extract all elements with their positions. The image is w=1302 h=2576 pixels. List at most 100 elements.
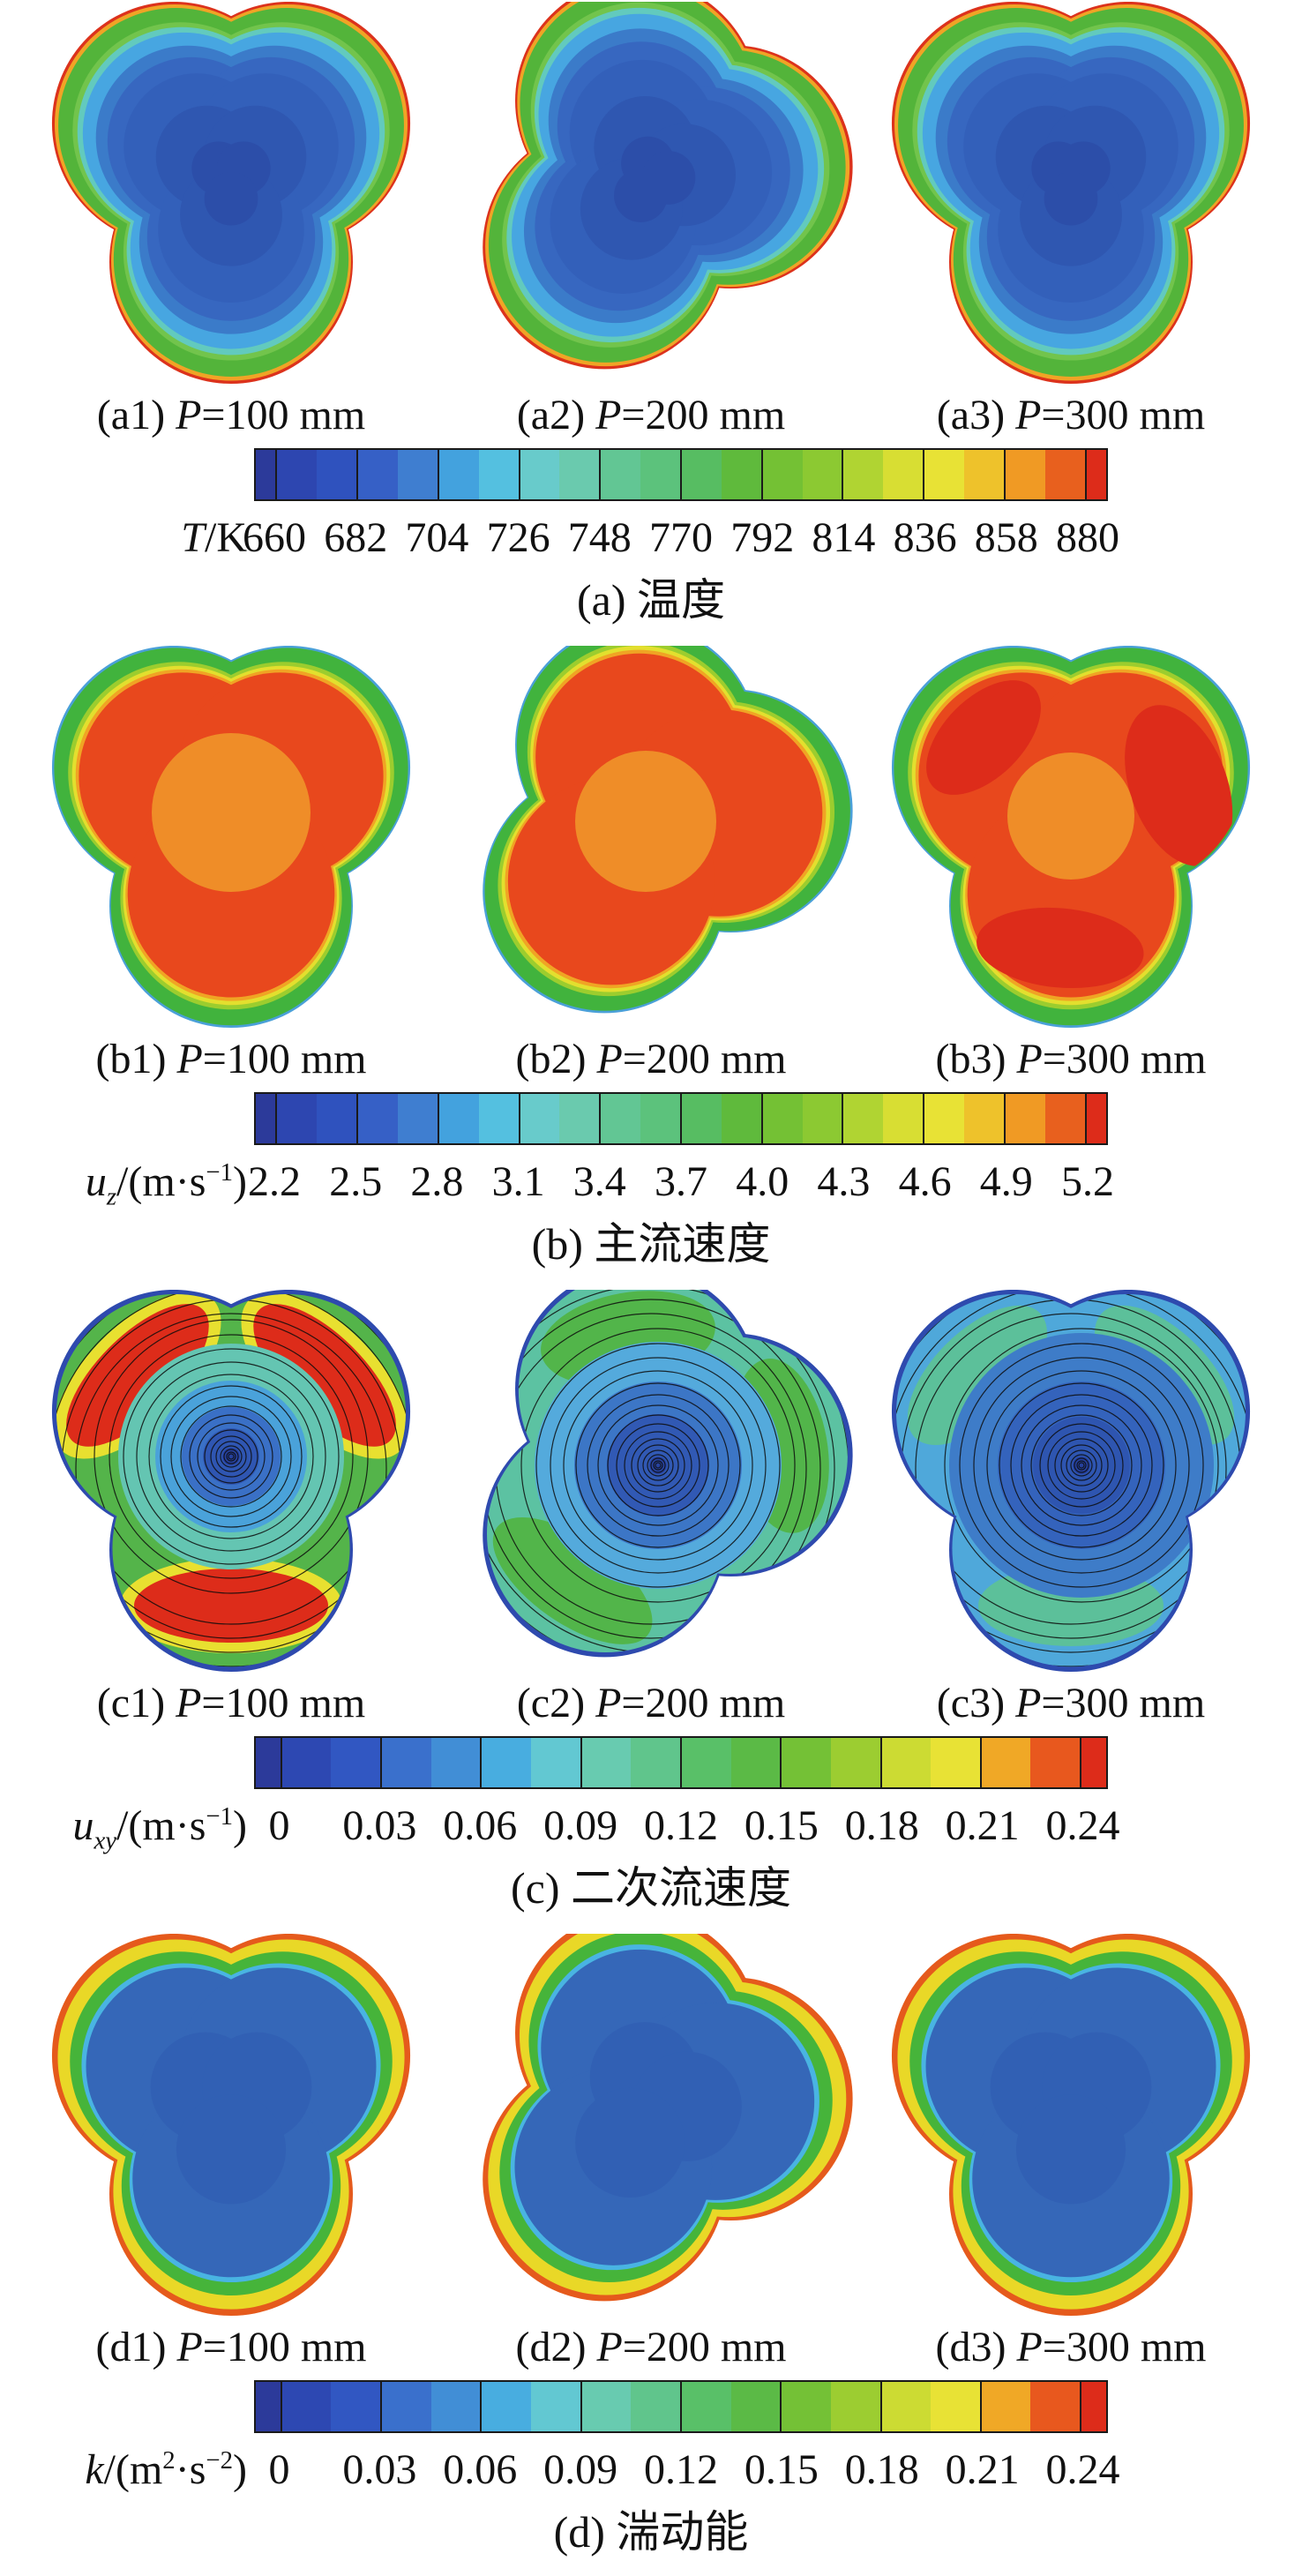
vortex-core <box>949 1333 1214 1598</box>
tick-label: 3.1 <box>491 1158 545 1205</box>
colorbar-cell <box>1084 1094 1107 1143</box>
panel-captions-d: (d1) P=100 mm (d2) P=200 mm (d3) P=300 m… <box>0 2322 1302 2373</box>
colorbar-cell <box>730 2382 781 2431</box>
tick-label: 704 <box>405 514 469 561</box>
colorbar-b-unit-label: uz/(m·s−1) <box>85 1158 247 1211</box>
colorbar-cell <box>964 450 1004 499</box>
colorbar-cell <box>760 450 803 499</box>
colorbar-cell <box>478 1094 519 1143</box>
contour-b1-cell <box>28 646 434 1036</box>
contour-row-c <box>0 1290 1302 1680</box>
colorbar-d <box>254 2380 1108 2433</box>
colorbar-cell <box>631 2382 680 2431</box>
colorbar-cell <box>380 2382 431 2431</box>
contour-a3 <box>891 2 1251 384</box>
colorbar-cell <box>478 450 519 499</box>
colorbar-cell <box>1003 1094 1045 1143</box>
colorbar-cell <box>780 1738 831 1787</box>
colorbar-c-ticks: uxy/(m·s−1) 0 0.03 0.06 0.09 0.12 0.15 0.18 0.2… <box>0 1801 1302 1853</box>
colorbar-cell <box>879 1738 932 1787</box>
tick-label: 814 <box>812 514 876 561</box>
colorbar-b <box>254 1092 1108 1145</box>
tick-label: 858 <box>974 514 1038 561</box>
panel-row-a: (a1) P=100 mm (a2) P=200 mm (a3) P=300 m… <box>0 0 1302 644</box>
contour-row-a <box>0 2 1302 392</box>
panel-caption-d2: (d2) P=200 mm <box>515 2324 787 2370</box>
contour-a1-cell <box>28 2 434 392</box>
contour-b2 <box>483 646 853 1014</box>
tick-label: 0.03 <box>342 2446 417 2493</box>
panel-captions-c: (c1) P=100 mm (c2) P=200 mm (c3) P=300 m… <box>0 1678 1302 1729</box>
colorbar-cell <box>480 2382 532 2431</box>
colorbar-cell <box>480 1738 532 1787</box>
contour-d1 <box>51 1934 411 2316</box>
tick-label: 880 <box>1055 514 1119 561</box>
colorbar-cell <box>883 1094 924 1143</box>
colorbar-cell <box>730 1738 781 1787</box>
panel-caption-c2: (c2) P=200 mm <box>516 1680 786 1726</box>
colorbar-b-ticks: uz/(m·s−1) 2.2 2.5 2.8 3.1 3.4 3.7 4.0 4.3 4.6 4.… <box>0 1157 1302 1211</box>
tick-label: 660 <box>243 514 307 561</box>
colorbar-cell <box>680 1094 722 1143</box>
colorbar-cell <box>256 1094 276 1143</box>
colorbar-cell <box>599 450 641 499</box>
colorbar-cell <box>721 450 761 499</box>
colorbar-cell <box>280 1738 332 1787</box>
colorbar-cell <box>398 450 438 499</box>
colorbar-cell <box>931 2382 980 2431</box>
colorbar-cell <box>256 450 276 499</box>
colorbar-cell <box>1003 450 1045 499</box>
colorbar-cell <box>275 1094 318 1143</box>
panel-row-b: (b1) P=100 mm (b2) P=200 mm (b3) P=300 m… <box>0 644 1302 1288</box>
colorbar-cell <box>842 1094 884 1143</box>
tick-label: 726 <box>486 514 550 561</box>
colorbar-cell <box>559 450 600 499</box>
vortex-core <box>535 1342 782 1589</box>
tick-label: 0.21 <box>945 1802 1020 1849</box>
contour-d1-cell <box>28 1934 434 2324</box>
contour-b3-cell <box>868 646 1274 1036</box>
section-caption-d: (d) 湍动能 <box>553 2507 749 2557</box>
panel-caption-c1: (c1) P=100 mm <box>96 1680 366 1726</box>
tick-label: 4.3 <box>817 1158 871 1205</box>
panel-caption-d1: (d1) P=100 mm <box>95 2324 367 2370</box>
contour-c3-cell <box>868 1290 1274 1680</box>
panel-row-c: (c1) P=100 mm (c2) P=200 mm (c3) P=300 m… <box>0 1288 1302 1932</box>
colorbar-cell <box>430 1738 481 1787</box>
section-caption-a: (a) 温度 <box>577 575 725 625</box>
tick-label: 0.03 <box>342 1802 417 1849</box>
colorbar-cell <box>437 1094 479 1143</box>
colorbar-cell <box>1030 2382 1081 2431</box>
panel-row-d: (d1) P=100 mm (d2) P=200 mm (d3) P=300 m… <box>0 1932 1302 2576</box>
panel-caption-a3: (a3) P=300 mm <box>936 392 1206 438</box>
colorbar-cell <box>356 1094 398 1143</box>
contour-row-b <box>0 646 1302 1036</box>
contour-c2 <box>483 1290 853 1658</box>
colorbar-cell <box>275 450 318 499</box>
colorbar-cell <box>964 1094 1004 1143</box>
colorbar-cell <box>931 1738 980 1787</box>
tick-label: 4.0 <box>736 1158 789 1205</box>
colorbar-cell <box>640 1094 681 1143</box>
tick-label: 0.18 <box>844 1802 919 1849</box>
panel-caption-c3: (c3) P=300 mm <box>936 1680 1206 1726</box>
colorbar-cell <box>1044 1094 1085 1143</box>
streamlines <box>56 1294 406 1667</box>
colorbar-cell <box>679 2382 731 2431</box>
panel-caption-a1: (a1) P=100 mm <box>96 392 366 438</box>
tick-label: 836 <box>893 514 957 561</box>
contour-d2-cell <box>448 1934 854 2324</box>
colorbar-cell <box>923 450 965 499</box>
colorbar-a-unit-label: T/K <box>181 514 247 561</box>
panel-caption-d3: (d3) P=300 mm <box>935 2324 1207 2370</box>
colorbar-cell <box>883 450 924 499</box>
tick-label: 682 <box>324 514 388 561</box>
colorbar-cell <box>760 1094 803 1143</box>
colorbar-cell <box>830 2382 880 2431</box>
center-disk <box>575 751 716 892</box>
colorbar-cell <box>599 1094 641 1143</box>
tick-label: 0 <box>268 2446 290 2493</box>
contour-d3 <box>891 1934 1251 2316</box>
tick-label: 0.24 <box>1045 1802 1120 1849</box>
